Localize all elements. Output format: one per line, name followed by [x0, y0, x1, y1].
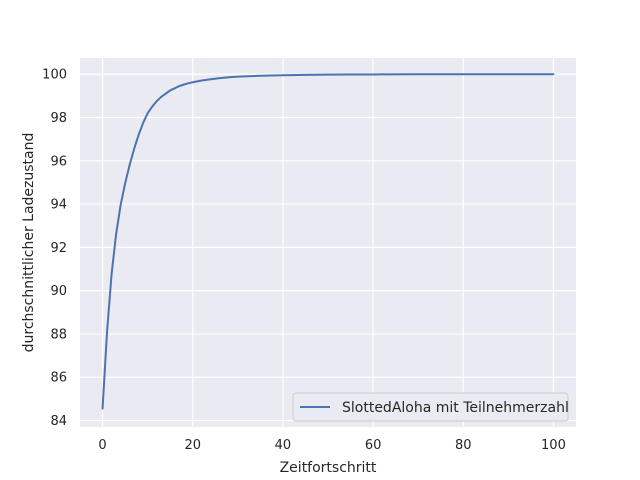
x-axis-label: Zeitfortschritt	[280, 460, 377, 476]
legend-box	[292, 392, 569, 422]
y-axis-label: durchschnittlicher Ladezustand	[21, 133, 37, 353]
y-tick-label: 86	[50, 371, 67, 386]
y-tick-label: 98	[50, 111, 67, 126]
y-tick-label: 94	[50, 198, 67, 213]
legend-label: SlottedAloha mit Teilnehmerzahl	[342, 400, 569, 416]
series-line	[101, 73, 555, 410]
x-tick-labels: 0 20 40 60 80 100	[98, 438, 565, 453]
y-tick-label: 92	[50, 241, 67, 256]
x-tick-label: 20	[184, 438, 201, 453]
legend: SlottedAloha mit Teilnehmerzahl	[292, 392, 569, 422]
series-layer	[101, 73, 555, 410]
x-tick-label: 80	[455, 438, 472, 453]
y-tick-label: 90	[50, 284, 67, 299]
y-tick-label: 96	[50, 154, 67, 169]
x-tick-label: 100	[541, 438, 566, 453]
x-gridlines	[101, 58, 555, 427]
y-tick-label: 84	[50, 414, 67, 429]
y-gridlines	[80, 73, 576, 422]
x-tick-label: 60	[365, 438, 382, 453]
y-tick-labels: 84 86 88 90 92 94 96 98 100	[42, 68, 67, 429]
plot-area	[80, 58, 576, 427]
y-tick-label: 100	[42, 68, 67, 83]
x-tick-label: 40	[275, 438, 292, 453]
x-tick-label: 0	[98, 438, 106, 453]
y-tick-label: 88	[50, 327, 67, 342]
